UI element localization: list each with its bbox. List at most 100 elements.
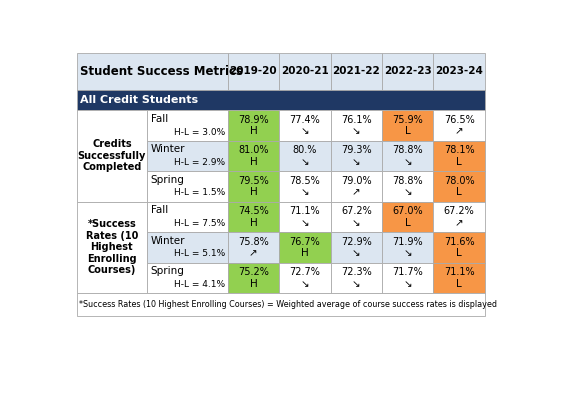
Bar — [331, 53, 382, 90]
Text: 79.5%: 79.5% — [238, 176, 269, 186]
Text: L: L — [456, 157, 462, 167]
Text: 71.1%: 71.1% — [444, 267, 474, 277]
Bar — [228, 232, 279, 263]
Text: H: H — [250, 126, 257, 137]
Text: H-L = 4.1%: H-L = 4.1% — [174, 280, 225, 289]
Text: All Credit Students: All Credit Students — [80, 95, 198, 105]
Text: L: L — [405, 126, 411, 137]
Bar — [228, 263, 279, 293]
Text: Winter: Winter — [151, 144, 185, 154]
Bar — [279, 141, 331, 171]
Bar — [331, 110, 382, 141]
Text: ↘: ↘ — [301, 187, 309, 198]
Text: 2021-22: 2021-22 — [332, 67, 380, 76]
Text: ↘: ↘ — [352, 279, 360, 289]
Text: ↘: ↘ — [403, 279, 412, 289]
Bar — [228, 110, 279, 141]
Text: 78.8%: 78.8% — [393, 176, 423, 186]
Bar — [331, 141, 382, 171]
Bar — [228, 141, 279, 171]
Text: 75.2%: 75.2% — [238, 267, 269, 277]
Text: 2019-20: 2019-20 — [230, 67, 277, 76]
Text: Fall: Fall — [151, 205, 168, 215]
Bar — [147, 263, 228, 293]
Text: Fall: Fall — [151, 114, 168, 124]
Bar — [433, 53, 485, 90]
Text: ↗: ↗ — [455, 218, 463, 228]
Bar — [433, 110, 485, 141]
Text: *Success
Rates (10
Highest
Enrolling
Courses): *Success Rates (10 Highest Enrolling Cou… — [85, 219, 138, 276]
Bar — [147, 141, 228, 171]
Bar — [77, 293, 485, 316]
Bar — [228, 53, 279, 90]
Bar — [433, 263, 485, 293]
Bar — [433, 141, 485, 171]
Bar — [433, 171, 485, 202]
Text: ↘: ↘ — [301, 126, 309, 137]
Bar — [279, 202, 331, 232]
Bar — [77, 202, 147, 293]
Bar — [279, 232, 331, 263]
Bar — [331, 232, 382, 263]
Text: 2022-23: 2022-23 — [384, 67, 432, 76]
Text: 75.9%: 75.9% — [393, 115, 423, 125]
Text: 71.7%: 71.7% — [393, 267, 423, 277]
Text: ↘: ↘ — [403, 248, 412, 258]
Text: H-L = 3.0%: H-L = 3.0% — [174, 128, 225, 137]
Text: 80.%: 80.% — [292, 145, 317, 155]
Text: 78.9%: 78.9% — [238, 115, 269, 125]
Text: Spring: Spring — [151, 266, 184, 276]
Bar — [77, 53, 228, 90]
Text: L: L — [456, 248, 462, 258]
Text: ↘: ↘ — [403, 187, 412, 198]
Bar — [279, 171, 331, 202]
Bar — [382, 110, 433, 141]
Text: 77.4%: 77.4% — [290, 115, 320, 125]
Bar — [331, 202, 382, 232]
Text: ↘: ↘ — [352, 218, 360, 228]
Bar — [147, 171, 228, 202]
Text: 2020-21: 2020-21 — [281, 67, 329, 76]
Text: 72.3%: 72.3% — [341, 267, 371, 277]
Bar — [279, 53, 331, 90]
Text: ↘: ↘ — [403, 157, 412, 167]
Text: 78.8%: 78.8% — [393, 145, 423, 155]
Bar — [228, 202, 279, 232]
Text: ↘: ↘ — [352, 157, 360, 167]
Bar — [433, 232, 485, 263]
Text: 72.9%: 72.9% — [341, 237, 371, 247]
Bar — [279, 110, 331, 141]
Text: H-L = 5.1%: H-L = 5.1% — [174, 249, 225, 259]
Text: ↘: ↘ — [352, 248, 360, 258]
Text: ↗: ↗ — [249, 248, 258, 258]
Text: 78.0%: 78.0% — [444, 176, 474, 186]
Text: 76.7%: 76.7% — [290, 237, 320, 247]
Text: ↗: ↗ — [352, 187, 360, 198]
Bar — [382, 141, 433, 171]
Text: 74.5%: 74.5% — [238, 206, 269, 216]
Bar — [77, 90, 485, 110]
Bar — [331, 263, 382, 293]
Text: 76.1%: 76.1% — [341, 115, 371, 125]
Text: 78.1%: 78.1% — [444, 145, 474, 155]
Text: 67.0%: 67.0% — [393, 206, 423, 216]
Text: H-L = 7.5%: H-L = 7.5% — [174, 219, 225, 228]
Text: 79.0%: 79.0% — [341, 176, 371, 186]
Bar — [382, 263, 433, 293]
Text: ↗: ↗ — [455, 126, 463, 137]
Text: H: H — [250, 218, 257, 228]
Bar — [77, 110, 147, 202]
Text: 81.0%: 81.0% — [238, 145, 269, 155]
Text: 2023-24: 2023-24 — [435, 67, 483, 76]
Text: L: L — [456, 279, 462, 289]
Text: L: L — [456, 187, 462, 198]
Text: Credits
Successfully
Completed: Credits Successfully Completed — [78, 139, 146, 173]
Text: ↘: ↘ — [301, 218, 309, 228]
Bar — [382, 171, 433, 202]
Text: 72.7%: 72.7% — [290, 267, 320, 277]
Text: Student Success Metrics: Student Success Metrics — [80, 65, 243, 78]
Text: ↘: ↘ — [301, 279, 309, 289]
Bar — [433, 202, 485, 232]
Text: L: L — [405, 218, 411, 228]
Bar — [382, 232, 433, 263]
